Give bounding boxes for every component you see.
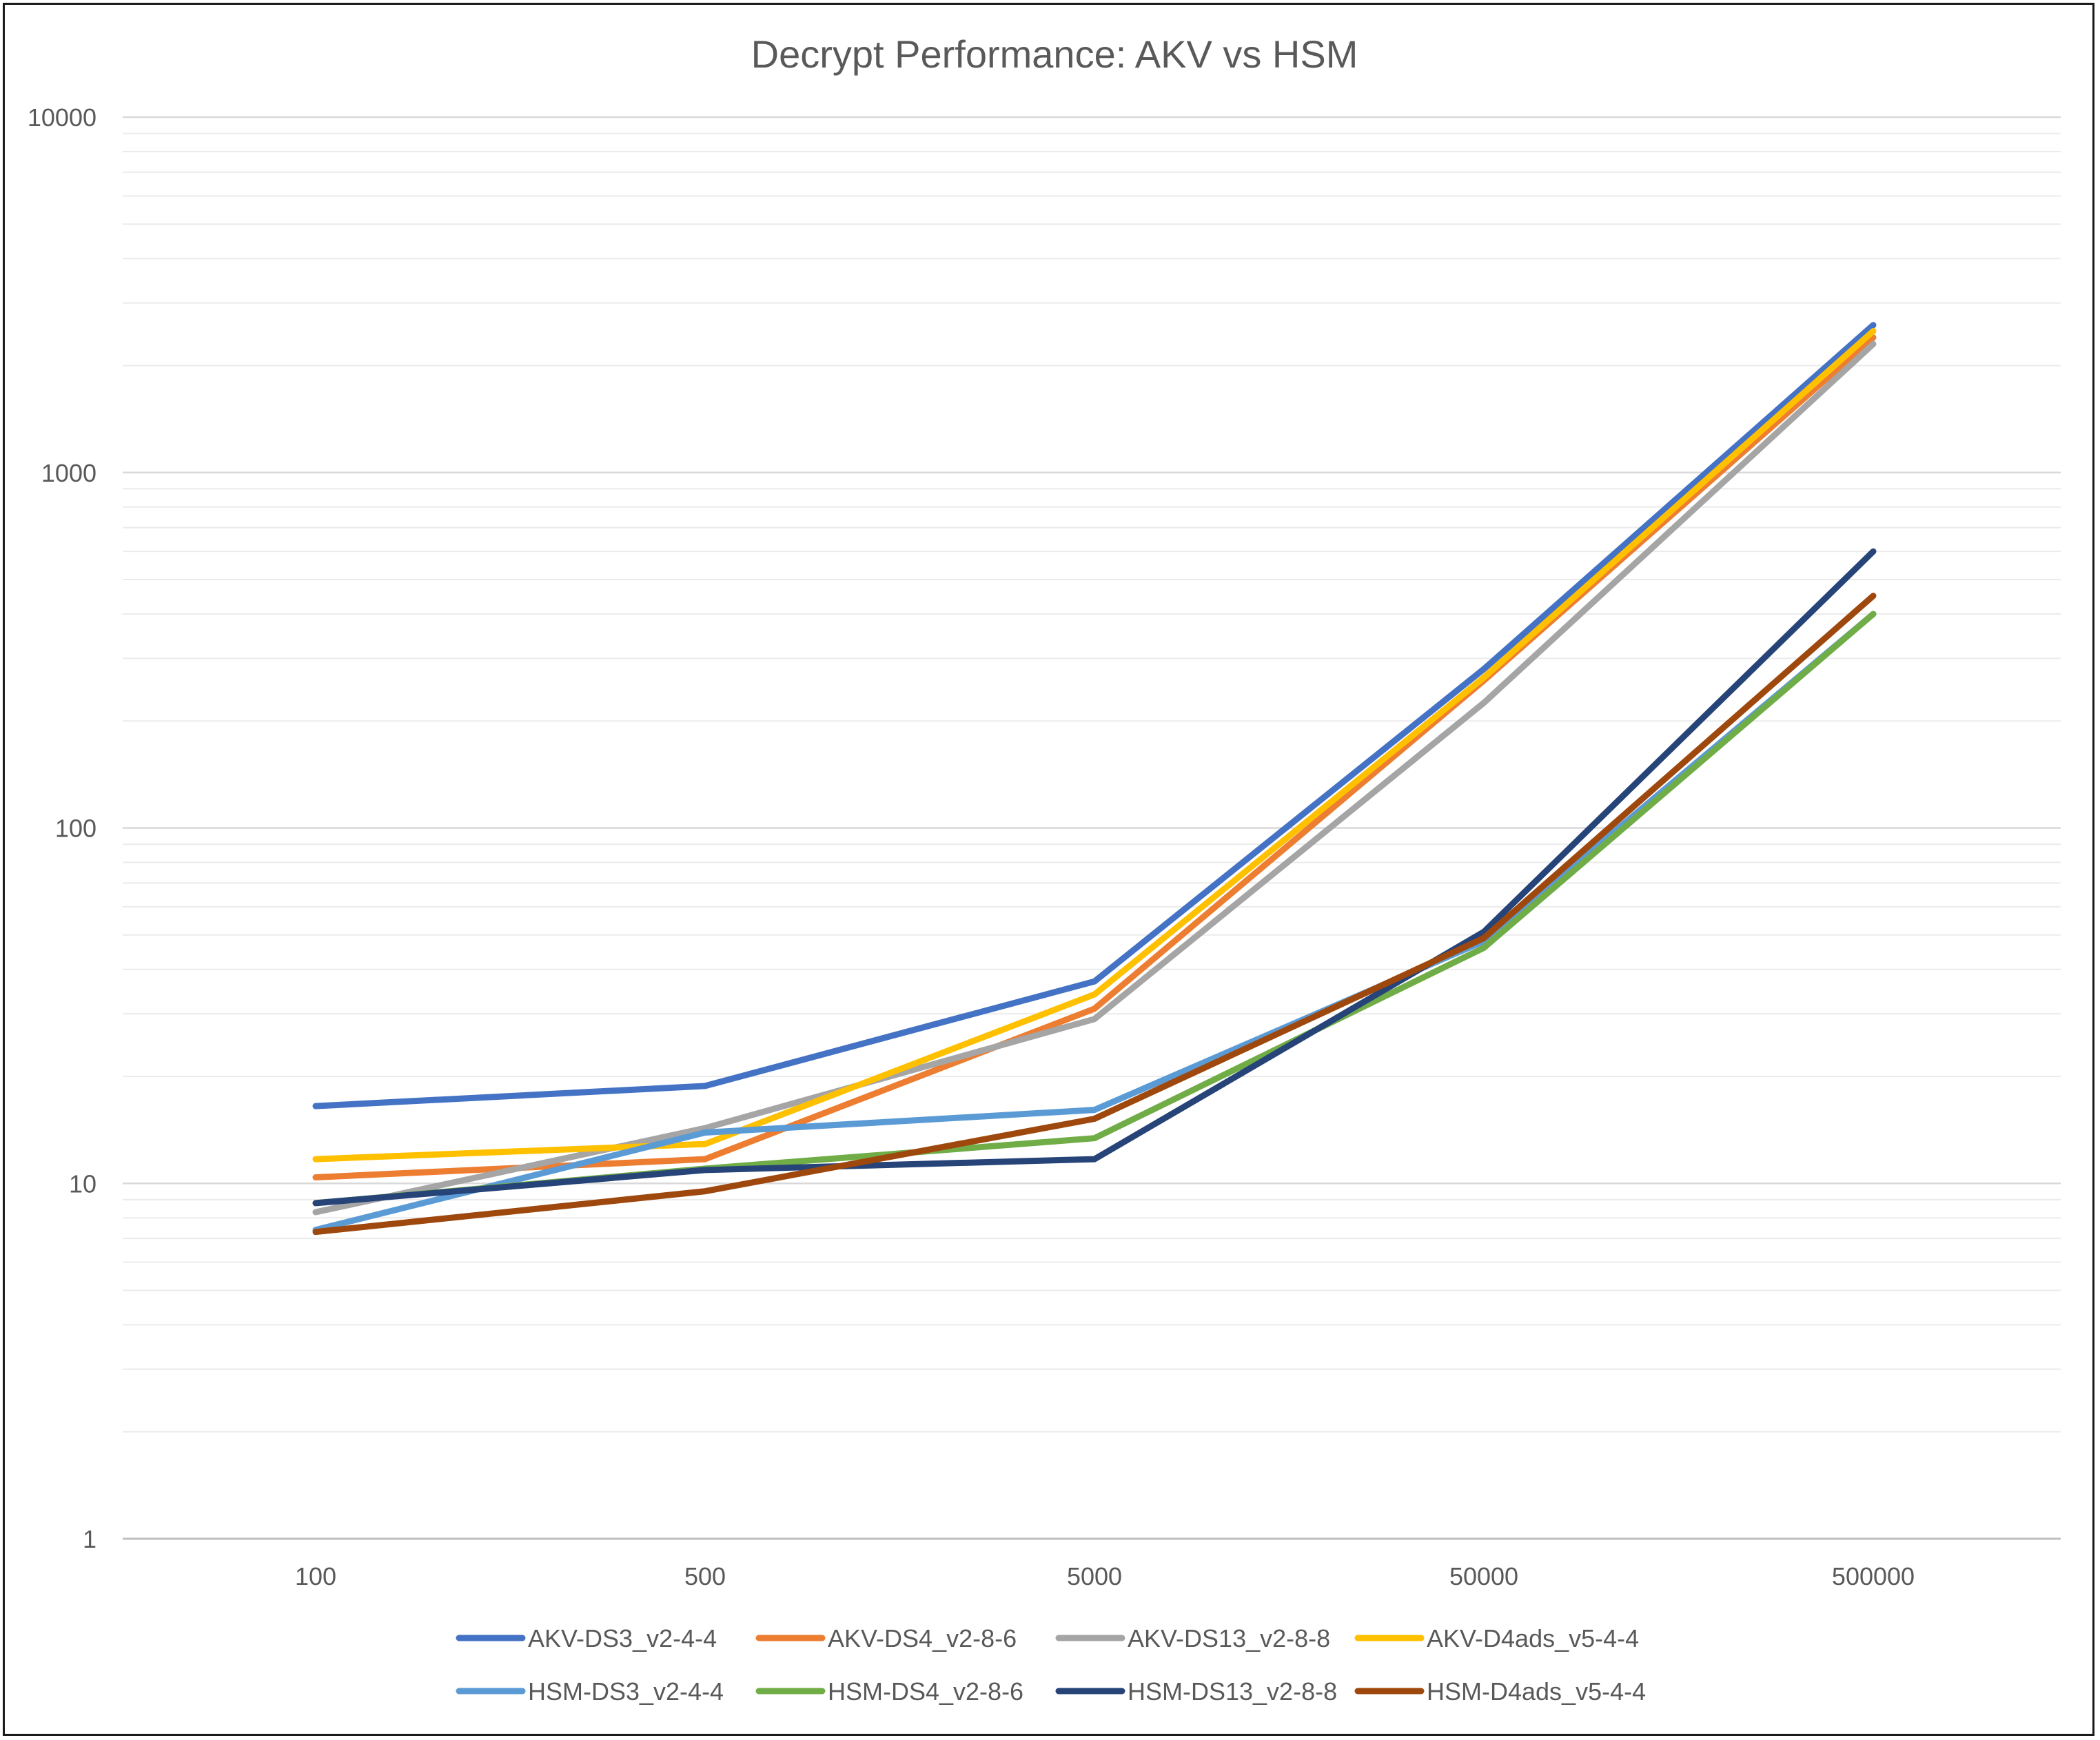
series-line	[312, 334, 1877, 1180]
series-HSM-DS4_v2-8-6	[312, 611, 1877, 1207]
series-lines	[312, 322, 1877, 1236]
gridlines	[123, 116, 2061, 1540]
legend-label: HSM-DS4_v2-8-6	[828, 1677, 1023, 1706]
x-tick-label: 50000	[1449, 1562, 1518, 1590]
y-tick-label: 10	[69, 1169, 96, 1198]
legend-item: HSM-DS3_v2-4-4	[456, 1677, 724, 1706]
series-HSM-DS13_v2-8-8	[312, 548, 1877, 1207]
series-HSM-D4ads_v5-4-4	[312, 593, 1877, 1236]
series-line	[312, 548, 1877, 1207]
legend-item: AKV-DS3_v2-4-4	[456, 1624, 717, 1652]
legend-label: AKV-DS4_v2-8-6	[828, 1624, 1017, 1652]
chart-frame	[3, 3, 2094, 1736]
x-tick-label: 100	[295, 1562, 336, 1590]
series-line	[312, 322, 1877, 1109]
x-tick-label: 500000	[1832, 1562, 1915, 1590]
legend: AKV-DS3_v2-4-4 AKV-DS4_v2-8-6 AKV-DS13_v2-…	[456, 1624, 1646, 1706]
legend-label: HSM-DS3_v2-4-4	[528, 1677, 724, 1706]
legend-label: AKV-DS3_v2-4-4	[528, 1624, 717, 1652]
series-line	[312, 328, 1877, 1163]
y-tick-label: 1000	[41, 459, 96, 487]
legend-label: HSM-DS13_v2-8-8	[1128, 1677, 1337, 1706]
x-axis-tick-labels: 100 500 5000 50000 500000	[295, 1562, 1915, 1590]
legend-item: AKV-DS4_v2-8-6	[755, 1624, 1017, 1652]
y-axis-tick-labels: 1 10 100 1000 10000	[28, 103, 96, 1553]
x-tick-label: 5000	[1067, 1562, 1122, 1590]
series-AKV-D4ads_v5-4-4	[312, 328, 1877, 1163]
series-AKV-DS3_v2-4-4	[312, 322, 1877, 1109]
y-tick-label: 100	[55, 815, 96, 843]
series-AKV-DS4_v2-8-6	[312, 334, 1877, 1180]
x-tick-label: 500	[684, 1562, 726, 1590]
series-AKV-DS13_v2-8-8	[312, 340, 1877, 1216]
legend-label: HSM-D4ads_v5-4-4	[1427, 1677, 1646, 1706]
legend-item: HSM-DS4_v2-8-6	[755, 1677, 1023, 1706]
y-tick-label: 10000	[28, 103, 96, 132]
legend-item: HSM-D4ads_v5-4-4	[1354, 1677, 1646, 1706]
series-line	[312, 611, 1877, 1207]
legend-label: AKV-D4ads_v5-4-4	[1427, 1624, 1639, 1652]
legend-label: AKV-DS13_v2-8-8	[1128, 1624, 1330, 1652]
chart-title: Decrypt Performance: AKV vs HSM	[751, 32, 1358, 76]
y-tick-label: 1	[83, 1525, 96, 1553]
legend-item: AKV-D4ads_v5-4-4	[1354, 1624, 1639, 1652]
legend-item: AKV-DS13_v2-8-8	[1055, 1624, 1330, 1652]
legend-item: HSM-DS13_v2-8-8	[1055, 1677, 1337, 1706]
